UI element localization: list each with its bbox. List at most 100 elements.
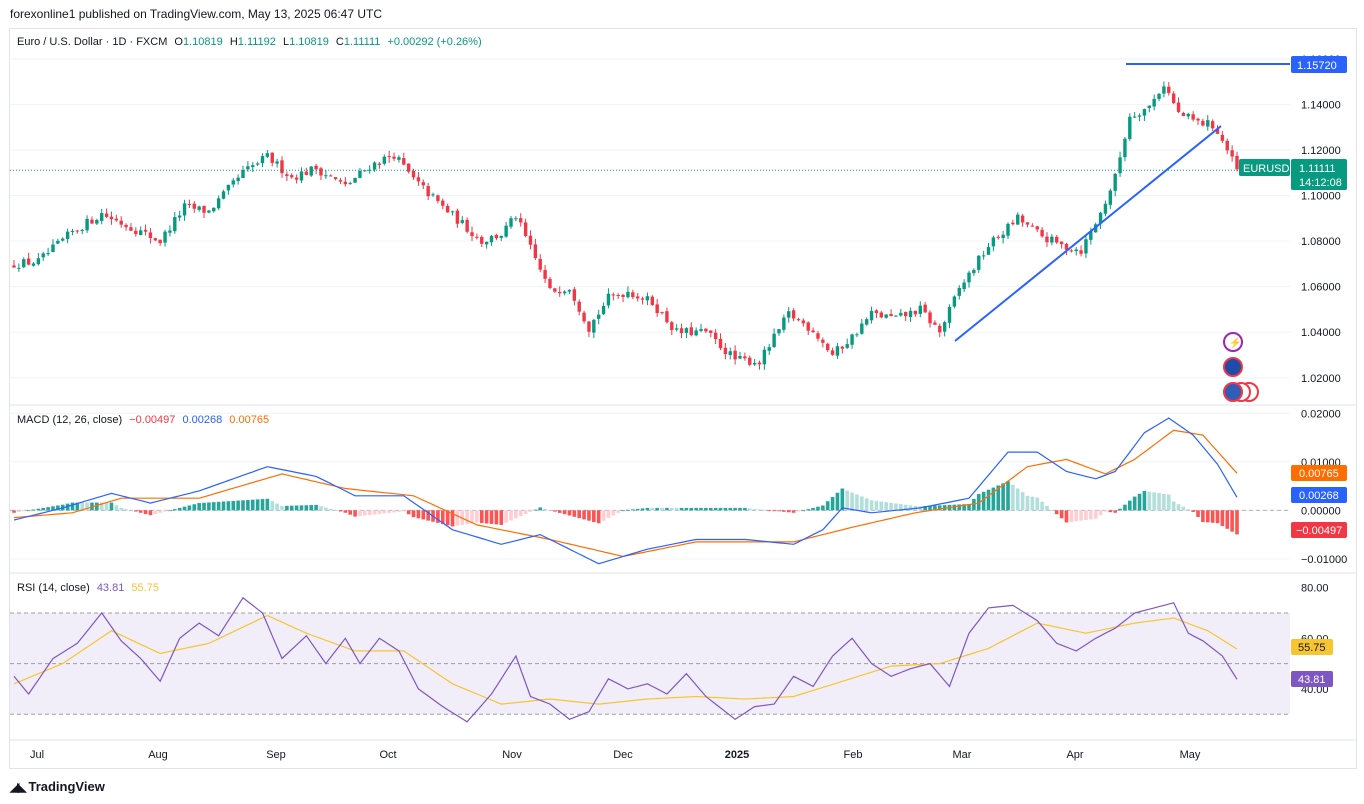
candle-body bbox=[426, 186, 430, 197]
macd-histogram-bar bbox=[494, 510, 499, 525]
macd-histogram-bar bbox=[908, 505, 913, 511]
candle-body bbox=[1059, 241, 1064, 245]
macd-histogram-bar bbox=[903, 504, 908, 511]
macd-legend: MACD (12, 26, close) −0.00497 0.00268 0.… bbox=[17, 414, 273, 426]
candle-body bbox=[31, 263, 36, 266]
candle-body bbox=[728, 351, 732, 355]
macd-histogram-bar bbox=[470, 510, 474, 524]
macd-histogram-bar bbox=[265, 498, 270, 511]
candle-body bbox=[562, 291, 567, 294]
candle-body bbox=[182, 203, 187, 216]
candle-body bbox=[61, 238, 65, 241]
candle-body bbox=[1210, 121, 1215, 129]
candle-body bbox=[294, 177, 299, 180]
candle-body bbox=[153, 238, 158, 241]
candle-body bbox=[1006, 223, 1010, 236]
candle-body bbox=[621, 294, 625, 297]
candle-body bbox=[1171, 93, 1176, 104]
candle-body bbox=[75, 230, 80, 232]
macd-histogram-bar bbox=[402, 510, 406, 512]
candle-body bbox=[587, 321, 591, 332]
macd-histogram-bar bbox=[884, 502, 888, 511]
candle-body bbox=[884, 314, 888, 318]
macd-histogram-bar bbox=[757, 509, 762, 511]
macd-histogram-bar bbox=[791, 510, 796, 513]
macd-histogram-bar bbox=[514, 510, 518, 519]
macd-histogram-bar bbox=[894, 503, 898, 511]
macd-histogram-bar bbox=[134, 510, 138, 512]
rsi-value-label: 43.81 bbox=[1298, 674, 1326, 686]
macd-histogram-bar bbox=[616, 510, 620, 513]
time-axis-label: Mar bbox=[953, 749, 972, 761]
macd-histogram-bar bbox=[475, 510, 479, 523]
candle-body bbox=[95, 219, 99, 224]
candle-body bbox=[207, 210, 211, 213]
macd-histogram-bar bbox=[285, 505, 289, 511]
macd-histogram-bar bbox=[12, 510, 16, 513]
candle-body bbox=[455, 210, 460, 224]
countdown-label: 14:12:08 bbox=[1299, 177, 1342, 189]
candle-body bbox=[835, 346, 840, 356]
candle-body bbox=[475, 236, 479, 238]
legend-high: H1.11192 bbox=[229, 36, 276, 48]
candle-body bbox=[1035, 226, 1039, 230]
macd-histogram-bar bbox=[1166, 494, 1171, 511]
candle-body bbox=[17, 267, 21, 269]
macd-histogram-bar bbox=[392, 510, 396, 513]
macd-histogram-bar bbox=[129, 510, 133, 512]
macd-histogram-bar bbox=[845, 490, 849, 511]
candle-body bbox=[416, 177, 421, 182]
macd-histogram-bar bbox=[1074, 510, 1079, 522]
macd-histogram-bar bbox=[704, 507, 708, 511]
macd-histogram-bar bbox=[635, 508, 640, 511]
time-axis-label: Nov bbox=[502, 749, 522, 761]
candle-body bbox=[645, 296, 650, 301]
candle-body bbox=[1103, 203, 1108, 214]
candle-body bbox=[611, 294, 616, 296]
candle-body bbox=[509, 218, 513, 227]
macd-histogram-bar bbox=[163, 510, 167, 512]
macd-histogram-bar bbox=[981, 491, 986, 511]
candle-body bbox=[806, 322, 810, 331]
tradingview-logo[interactable]: ◢◣ TradingView bbox=[10, 779, 105, 794]
macd-histogram-bar bbox=[226, 501, 231, 511]
macd-histogram-bar bbox=[56, 505, 60, 511]
candle-body bbox=[913, 310, 918, 315]
candle-body bbox=[640, 298, 645, 300]
macd-histogram-bar bbox=[1006, 481, 1010, 511]
macd-histogram-bar bbox=[479, 510, 484, 523]
candle-body bbox=[382, 156, 387, 164]
macd-histogram-bar bbox=[879, 501, 884, 511]
macd-histogram-bar bbox=[236, 500, 240, 511]
macd-histogram-bar bbox=[553, 510, 557, 512]
macd-histogram-bar bbox=[1093, 510, 1098, 519]
candle-body bbox=[1001, 234, 1005, 238]
macd-histogram-bar bbox=[309, 505, 314, 511]
macd-histogram-bar bbox=[689, 507, 694, 511]
candle-body bbox=[138, 230, 143, 236]
candle-body bbox=[977, 255, 981, 270]
candle-body bbox=[484, 241, 489, 245]
candle-body bbox=[670, 322, 674, 330]
macd-histogram-bar bbox=[348, 510, 353, 515]
macd-histogram-bar bbox=[747, 508, 752, 511]
macd-histogram-bar bbox=[1054, 510, 1059, 515]
macd-histogram-bar bbox=[723, 507, 728, 511]
macd-histogram-bar bbox=[172, 509, 177, 511]
candle-body bbox=[348, 183, 352, 185]
candle-body bbox=[173, 217, 177, 232]
macd-histogram-bar bbox=[928, 505, 932, 511]
candle-body bbox=[411, 170, 416, 178]
macd-histogram-bar bbox=[669, 507, 674, 511]
macd-histogram-bar bbox=[1069, 510, 1074, 522]
macd-histogram-bar bbox=[601, 510, 606, 521]
macd-histogram-bar bbox=[762, 509, 767, 511]
candle-body bbox=[1152, 98, 1156, 107]
candle-body bbox=[528, 235, 533, 245]
candle-body bbox=[265, 153, 270, 157]
candle-body bbox=[616, 295, 620, 297]
macd-histogram-bar bbox=[440, 510, 445, 525]
macd-histogram-bar bbox=[202, 502, 206, 511]
candle-body bbox=[56, 240, 60, 244]
